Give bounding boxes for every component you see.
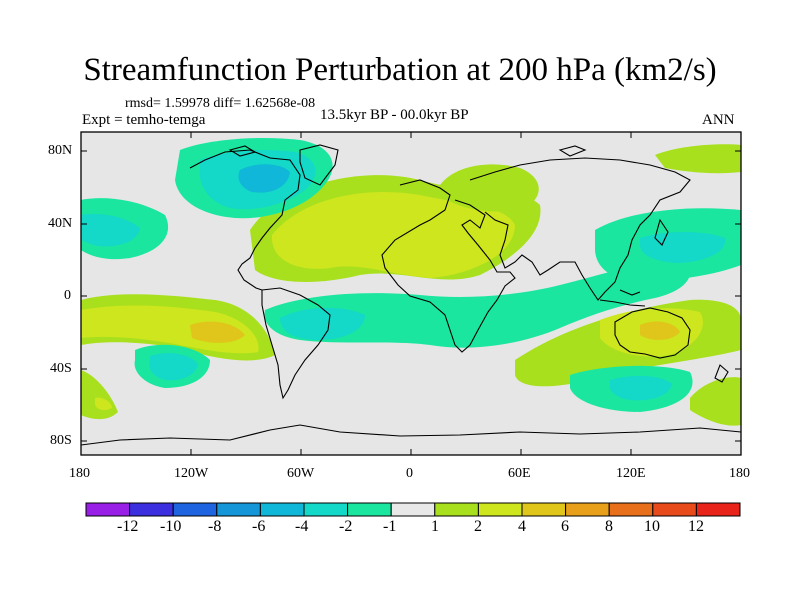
contour-neg-south-pacific-west-core	[149, 353, 198, 381]
coast-asia	[469, 157, 691, 301]
coast-arctic-islands	[228, 145, 587, 157]
colorbar-label: 6	[561, 518, 569, 535]
colorbar-cell	[259, 502, 305, 517]
colorbar-label: -4	[295, 518, 309, 535]
page-title: Streamfunction Perturbation at 200 hPa (…	[83, 52, 717, 88]
coast-north-america	[189, 149, 301, 291]
colorbar-label: 1	[431, 518, 439, 535]
contour-pos-pacific-core	[190, 321, 245, 343]
coast-antarctica	[81, 424, 741, 446]
contour-neg-south-america-core	[280, 307, 365, 340]
lon-label: 60W	[287, 466, 315, 481]
lon-label: 180	[69, 466, 90, 481]
contour-map	[81, 132, 741, 455]
colorbar-label: 8	[605, 518, 613, 535]
coast-new-zealand	[714, 364, 729, 383]
period-label: 13.5kyr BP - 00.0kyr BP	[320, 107, 469, 123]
contour-neg-north-pacific-core	[640, 232, 726, 263]
coastlines	[81, 144, 741, 446]
lat-ticks	[81, 150, 741, 442]
contour-neg-west-pacific-north-inner	[81, 214, 140, 247]
contour-pos-europe-siberia	[440, 164, 539, 212]
colorbar-cell	[303, 502, 349, 517]
colorbar	[85, 502, 741, 517]
colorbar-cell	[390, 502, 436, 517]
colorbar-cell	[434, 502, 479, 517]
lon-label: 120E	[616, 466, 646, 481]
contour-pos-atlantic-africa	[271, 191, 515, 278]
colorbar-label: -10	[160, 518, 182, 535]
contour-neg-tropical-atlantic-band	[264, 258, 691, 348]
coast-europe-africa	[381, 179, 516, 353]
lat-label: 80N	[48, 143, 73, 158]
contour-pos-east-pacific-north	[690, 377, 741, 426]
colorbar-label: -6	[252, 518, 266, 535]
season-label: ANN	[702, 112, 735, 128]
colorbar-label: 10	[644, 518, 660, 535]
lat-label: 80S	[50, 433, 72, 448]
lon-label: 180	[729, 466, 750, 481]
colorbar-cell	[477, 502, 523, 517]
contour-neg-canada-core	[238, 164, 290, 193]
lat-label: 40N	[48, 216, 73, 231]
colorbar-label: 2	[474, 518, 482, 535]
colorbar-cell	[695, 502, 741, 517]
colorbar-cell	[172, 502, 218, 517]
colorbar-label: 12	[688, 518, 704, 535]
colorbar-cell	[565, 502, 610, 517]
colorbar-label: 4	[518, 518, 526, 535]
coast-japan	[654, 218, 669, 246]
colorbar-cell	[85, 502, 131, 517]
lat-label: 40S	[50, 361, 72, 376]
colorbar-cell	[347, 502, 392, 517]
colorbar-cell	[129, 502, 174, 517]
lon-label: 60E	[508, 466, 531, 481]
colorbar-label: -1	[383, 518, 397, 535]
colorbar-cell	[608, 502, 654, 517]
coast-greenland	[299, 144, 339, 186]
contour-pos-south-pacific-inner	[95, 397, 112, 411]
contour-pos-australia-core	[640, 321, 680, 340]
lon-ticks	[80, 132, 742, 455]
lat-label: 0	[64, 288, 71, 303]
contour-pos-arctic-east	[655, 144, 741, 174]
colorbar-cell	[652, 502, 697, 517]
colorbar-label: -8	[208, 518, 222, 535]
colorbar-label: -2	[339, 518, 353, 535]
colorbar-cell	[216, 502, 261, 517]
colorbar-cell	[521, 502, 567, 517]
stats-text: rmsd= 1.59978 diff= 1.62568e-08	[125, 96, 316, 111]
contour-neg-southern-ocean-core	[609, 375, 672, 401]
lon-label: 120W	[174, 466, 209, 481]
colorbar-label: -12	[117, 518, 139, 535]
lon-label: 0	[406, 466, 413, 481]
experiment-label: Expt = temho-temga	[82, 112, 206, 128]
coast-south-america	[261, 287, 331, 400]
coast-indonesia	[599, 289, 646, 307]
coast-australia	[614, 307, 691, 359]
